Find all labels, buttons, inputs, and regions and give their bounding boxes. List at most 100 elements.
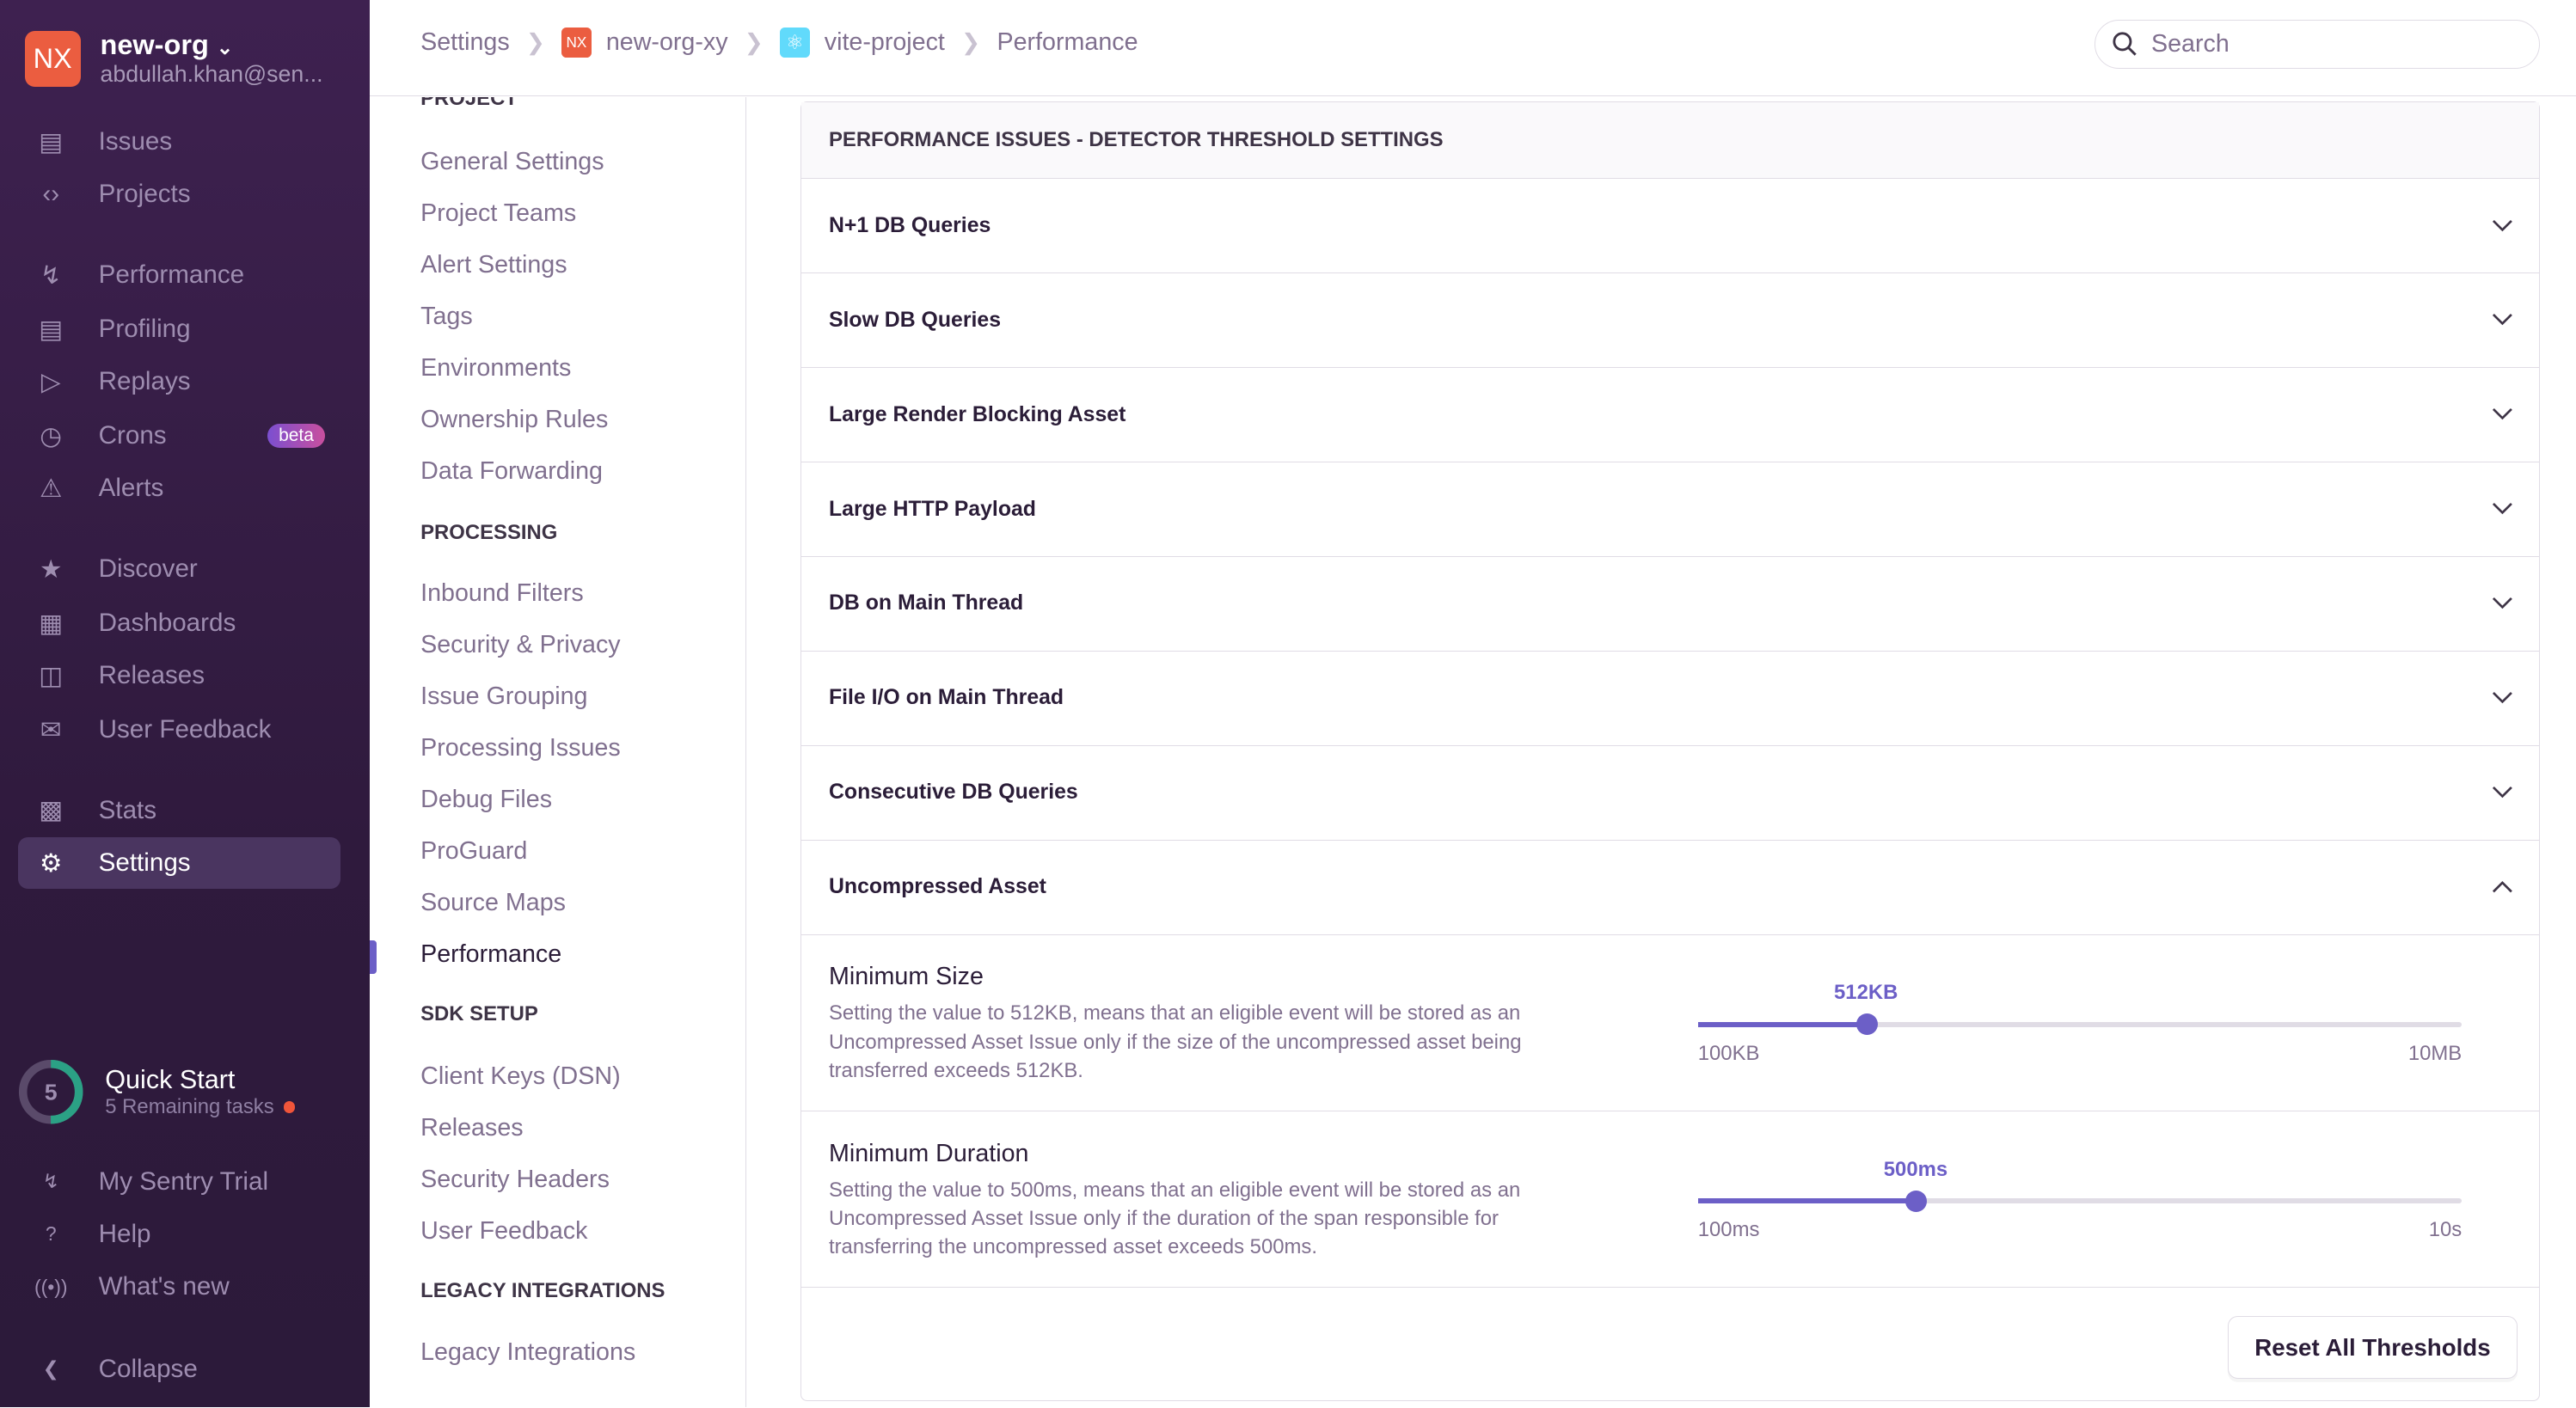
detector-row-large-http-payload[interactable]: Large HTTP Payload (800, 462, 2540, 557)
sidebar-footer-my-sentry-trial[interactable]: ↯ My Sentry Trial (18, 1156, 340, 1207)
detector-title: File I/O on Main Thread (828, 686, 1064, 710)
subnav-link-releases[interactable]: Releases (420, 1114, 524, 1142)
quick-start[interactable]: 5 Quick Start 5 Remaining tasks (18, 1059, 296, 1124)
org-avatar: NX (24, 30, 81, 87)
stats-icon: ▩ (39, 796, 64, 825)
sidebar-footer-help[interactable]: ? Help (18, 1209, 340, 1259)
subnav-link-security-privacy[interactable]: Security & Privacy (420, 631, 621, 659)
profiling-icon: ▤ (39, 315, 64, 344)
detector-title: Slow DB Queries (828, 308, 1002, 332)
sidebar-item-discover[interactable]: ★ Discover (18, 543, 340, 594)
sidebar-item-profiling[interactable]: ▤ Profiling (18, 303, 340, 354)
slider-thumb[interactable] (1905, 1190, 1928, 1212)
performance-icon: ↯ (40, 260, 62, 290)
quick-start-subtitle: 5 Remaining tasks (105, 1095, 274, 1119)
reset-all-thresholds-button[interactable]: Reset All Thresholds (2227, 1316, 2518, 1380)
sidebar-item-label: Replays (98, 367, 191, 396)
slider-thumb[interactable] (1855, 1013, 1878, 1036)
sidebar-footer-label: My Sentry Trial (98, 1166, 269, 1196)
subnav-link-processing-issues[interactable]: Processing Issues (420, 734, 621, 762)
detector-row-consecutive-db-queries[interactable]: Consecutive DB Queries (800, 746, 2540, 841)
subnav-link-alert-settings[interactable]: Alert Settings (420, 250, 567, 279)
subnav-link-debug-files[interactable]: Debug Files (420, 786, 553, 814)
subnav-link-general-settings[interactable]: General Settings (420, 147, 604, 175)
search-box[interactable] (2095, 19, 2540, 70)
settings-icon: ⚙ (39, 848, 63, 878)
subnav-link-client-keys-dsn-[interactable]: Client Keys (DSN) (420, 1062, 621, 1091)
subnav-link-legacy-integrations[interactable]: Legacy Integrations (420, 1338, 636, 1367)
sidebar-item-performance[interactable]: ↯ Performance (18, 249, 340, 300)
subnav-link-user-feedback[interactable]: User Feedback (420, 1217, 588, 1246)
detector-title: Large HTTP Payload (828, 497, 1036, 521)
detector-title: N+1 DB Queries (828, 213, 991, 237)
threshold-settings-panel: PERFORMANCE ISSUES - DETECTOR THRESHOLD … (800, 101, 2541, 1401)
org-name: new-org (100, 29, 209, 61)
subnav-link-project-teams[interactable]: Project Teams (420, 199, 577, 227)
sidebar-item-label: Dashboards (98, 609, 236, 638)
search-input[interactable] (2148, 28, 2517, 61)
subnav-link-performance[interactable]: Performance (420, 940, 562, 969)
chevron-left-icon: ❮ (42, 1357, 59, 1380)
section-heading-project: PROJECT (420, 96, 518, 111)
broadcast-icon: ((•)) (34, 1275, 68, 1298)
breadcrumb-project[interactable]: vite-project (824, 28, 945, 57)
chevron-down-icon[interactable] (2492, 309, 2513, 333)
trial-lightning-icon: ↯ (42, 1170, 59, 1193)
breadcrumb: Settings ❯ NX new-org-xy ❯ ⚛ vite-projec… (420, 28, 1138, 58)
sidebar-footer-collapse[interactable]: ❮ Collapse (18, 1344, 340, 1394)
subnav-link-data-forwarding[interactable]: Data Forwarding (420, 456, 603, 485)
detector-row-slow-db-queries[interactable]: Slow DB Queries (800, 273, 2540, 369)
alerts-icon: ⚠ (39, 474, 63, 503)
slider-track[interactable] (1697, 1198, 2463, 1204)
chevron-down-icon[interactable] (2492, 214, 2513, 238)
breadcrumb-settings[interactable]: Settings (420, 28, 510, 57)
chevron-up-icon[interactable] (2492, 875, 2513, 899)
chevron-down-icon[interactable] (2492, 686, 2513, 710)
chevron-down-icon[interactable] (2492, 498, 2513, 522)
detector-row-file-i-o-on-main-thread[interactable]: File I/O on Main Thread (800, 652, 2540, 746)
sidebar-item-alerts[interactable]: ⚠ Alerts (18, 463, 340, 514)
chevron-down-icon: ⌄ (216, 36, 234, 59)
issues-icon: ▤ (39, 127, 64, 156)
chevron-down-icon[interactable] (2492, 591, 2513, 615)
sidebar-item-issues[interactable]: ▤ Issues (18, 117, 340, 168)
chevron-down-icon[interactable] (2492, 781, 2513, 805)
sidebar-item-dashboards[interactable]: ▦ Dashboards (18, 597, 340, 648)
chevron-right-icon: ❯ (961, 29, 981, 56)
slider-track[interactable] (1697, 1021, 2463, 1027)
subnav-link-security-headers[interactable]: Security Headers (420, 1166, 610, 1194)
org-switcher[interactable]: NX new-org ⌄ abdullah.khan@sen... (24, 29, 323, 88)
subnav-link-inbound-filters[interactable]: Inbound Filters (420, 579, 584, 608)
slider-value: 512KB (1834, 981, 1898, 1005)
section-heading-processing: PROCESSING (420, 520, 558, 544)
sidebar-item-projects[interactable]: ‹› Projects (18, 169, 340, 220)
detector-row-db-on-main-thread[interactable]: DB on Main Thread (800, 557, 2540, 652)
sidebar-item-crons[interactable]: ◷ Crons beta (18, 411, 340, 462)
detector-row-n-1-db-queries[interactable]: N+1 DB Queries (800, 179, 2540, 274)
threshold-field-minimum-size: Minimum Size Setting the value to 512KB, … (800, 935, 2540, 1112)
chevron-right-icon: ❯ (525, 29, 546, 56)
subnav-link-tags[interactable]: Tags (420, 302, 473, 330)
sidebar-item-stats[interactable]: ▩ Stats (18, 785, 340, 836)
sidebar-item-releases[interactable]: ◫ Releases (18, 651, 340, 701)
breadcrumb-org[interactable]: new-org-xy (605, 28, 728, 57)
sidebar-item-user-feedback[interactable]: ✉ User Feedback (18, 705, 340, 756)
subnav-link-proguard[interactable]: ProGuard (420, 837, 528, 866)
sidebar-item-label: Stats (98, 795, 157, 824)
threshold-slider[interactable]: 500ms 100ms 10s (1697, 1111, 2463, 1287)
sidebar-item-replays[interactable]: ▷ Replays (18, 357, 340, 407)
detector-row-uncompressed-asset[interactable]: Uncompressed Asset (800, 841, 2540, 935)
threshold-slider[interactable]: 512KB 100KB 10MB (1697, 935, 2463, 1111)
slider-max-label: 10MB (2407, 1041, 2463, 1065)
sidebar-footer-what-s-new[interactable]: ((•)) What's new (18, 1261, 340, 1312)
sidebar-item-settings[interactable]: ⚙ Settings (18, 837, 340, 889)
subnav-link-environments[interactable]: Environments (420, 353, 572, 382)
subnav-link-ownership-rules[interactable]: Ownership Rules (420, 405, 609, 433)
chevron-down-icon[interactable] (2492, 403, 2513, 427)
sidebar-item-label: Releases (98, 661, 205, 690)
detector-title: Large Render Blocking Asset (828, 402, 1126, 426)
user-email: abdullah.khan@sen... (100, 61, 323, 88)
detector-row-large-render-blocking-asset[interactable]: Large Render Blocking Asset (800, 368, 2540, 463)
subnav-link-source-maps[interactable]: Source Maps (420, 889, 566, 917)
subnav-link-issue-grouping[interactable]: Issue Grouping (420, 683, 588, 711)
